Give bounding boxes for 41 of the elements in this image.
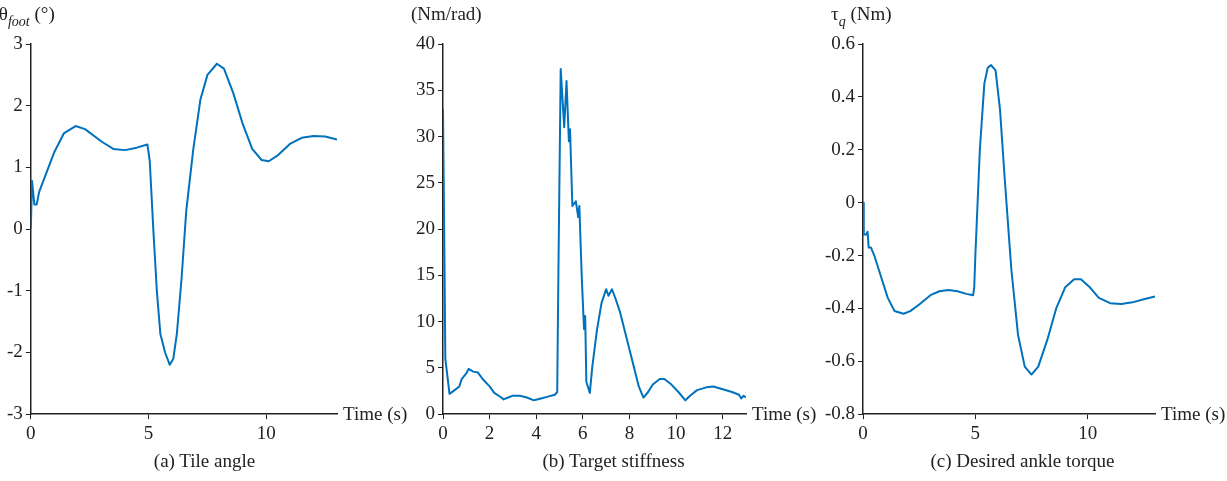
y-tick-label: 0.6 <box>831 31 856 53</box>
y-tick-label: -0.4 <box>825 296 856 318</box>
x-tick-label: 8 <box>624 421 635 443</box>
y-tick-label: 1 <box>13 155 23 177</box>
x-tick-label: 10 <box>1078 421 1098 443</box>
x-tick-label: 12 <box>713 421 733 443</box>
x-tick-label: 2 <box>484 421 495 443</box>
y-tick-label: 0.2 <box>831 137 856 159</box>
y-tick-label: -0.8 <box>825 402 856 424</box>
text: (c) Desired ankle torque <box>929 450 1116 472</box>
y-tick-label: 0 <box>425 402 435 424</box>
text: (a) Tile angle <box>152 450 257 472</box>
y-tick-label: 15 <box>416 263 435 285</box>
y-tick-label: 10 <box>416 309 435 331</box>
y-tick-label: -1 <box>7 278 23 300</box>
y-tick-label: 30 <box>416 124 435 146</box>
y-tick-label: 0.4 <box>831 84 856 106</box>
y-tick-label: -3 <box>7 402 23 424</box>
y-tick-label: -0.2 <box>825 243 856 265</box>
y-tick-label: 5 <box>425 355 435 377</box>
x-tick-label: 10 <box>666 421 686 443</box>
y-axis-title: (Nm/rad) <box>411 3 482 25</box>
y-tick-label: 0 <box>845 190 856 212</box>
x-tick-label: 5 <box>143 421 154 443</box>
text: (b) Target stiffness <box>541 450 686 472</box>
y-tick-label: -2 <box>7 340 23 362</box>
y-tick-label: 0 <box>13 217 23 239</box>
x-axis-title: Time (s) <box>752 403 817 426</box>
y-tick-label: 40 <box>416 31 435 53</box>
x-tick-label: 5 <box>970 421 981 443</box>
y-tick-label: 20 <box>416 217 435 239</box>
x-axis-title: Time (s) <box>343 403 408 426</box>
y-tick-label: 25 <box>416 170 435 192</box>
y-tick-label: 35 <box>416 78 435 100</box>
y-tick-label: -0.6 <box>825 349 856 371</box>
x-axis-title: Time (s) <box>1161 403 1226 426</box>
x-tick-label: 10 <box>256 421 276 443</box>
y-tick-label: 2 <box>13 93 23 115</box>
y-tick-label: 3 <box>13 31 23 53</box>
x-tick-label: 4 <box>531 421 542 443</box>
x-tick-label: 6 <box>578 421 588 443</box>
